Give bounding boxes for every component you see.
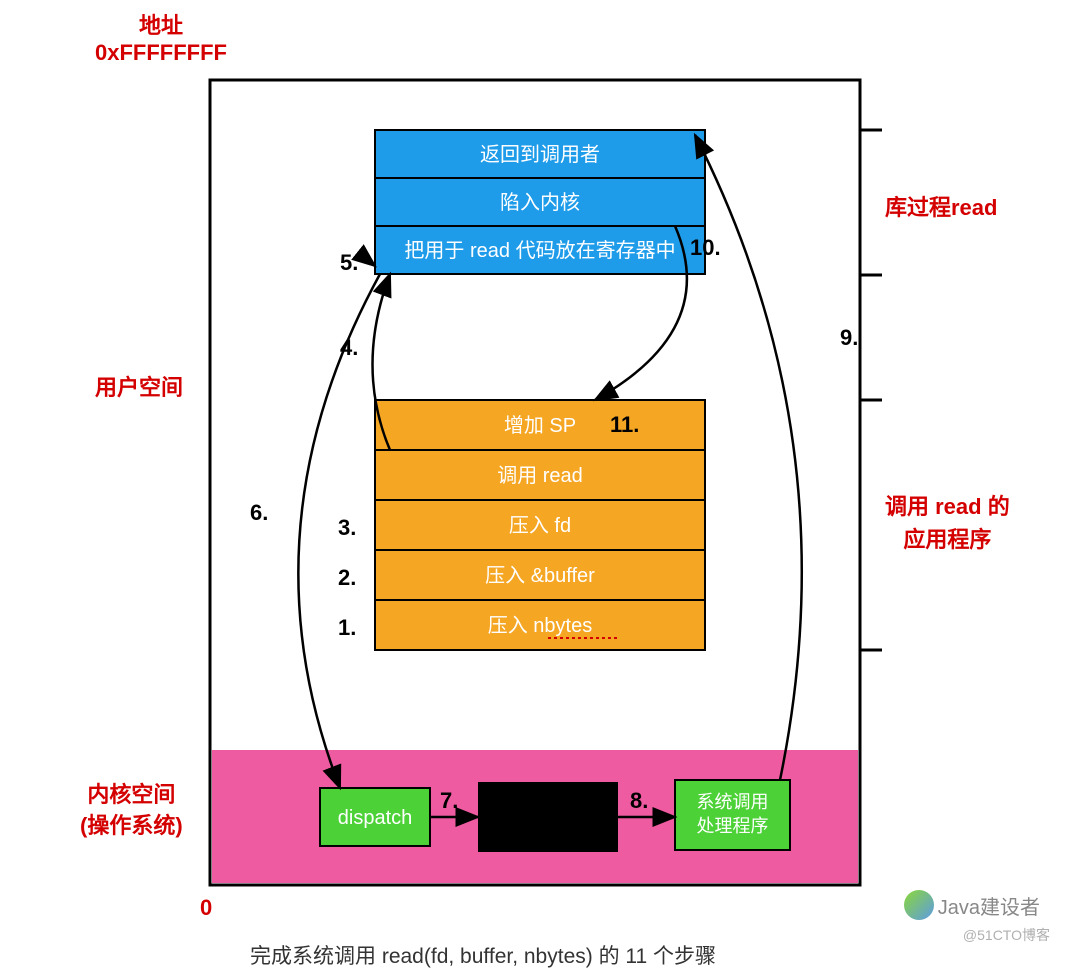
step-11: 11. — [610, 412, 639, 438]
svg-text:压入 fd: 压入 fd — [509, 515, 571, 537]
step-9: 9. — [840, 325, 858, 351]
diagram-stage: 返回到调用者陷入内核把用于 read 代码放在寄存器中增加 SP 调用 read 压… — [0, 0, 1080, 975]
step-5: 5. — [340, 250, 358, 276]
label-user-space: 用户空间 — [95, 370, 183, 402]
svg-text:处理程序: 处理程序 — [697, 816, 769, 836]
caption: 完成系统调用 read(fd, buffer, nbytes) 的 11 个步骤 — [250, 940, 716, 970]
svg-text:增加 SP: 增加 SP — [504, 414, 576, 437]
step-4: 4. — [340, 335, 358, 361]
step-6: 6. — [250, 500, 268, 526]
label-address-top: 地址 0xFFFFFFFF — [95, 8, 227, 66]
wechat-icon — [904, 890, 934, 920]
watermark-logo: Java建设者 — [904, 890, 1040, 920]
label-lib-read: 库过程read — [885, 190, 997, 222]
step-8: 8. — [630, 788, 648, 814]
svg-text:压入 nbytes: 压入 nbytes — [488, 615, 592, 637]
svg-text:压入 &buffer: 压入 &buffer — [485, 565, 595, 587]
svg-text:dispatch: dispatch — [338, 807, 413, 829]
step-7: 7. — [440, 788, 458, 814]
svg-text:调用 read: 调用 read — [497, 464, 583, 487]
step-3: 3. — [338, 515, 356, 541]
svg-text:系统调用: 系统调用 — [697, 792, 769, 812]
svg-text:陷入内核: 陷入内核 — [500, 191, 580, 214]
svg-text:把用于 read 代码放在寄存器中: 把用于 read 代码放在寄存器中 — [404, 239, 675, 262]
step-10: 10. — [690, 235, 721, 261]
label-app-read: 调用 read 的 应用程序 — [885, 490, 1010, 556]
watermark-text: @51CTO博客 — [963, 925, 1050, 945]
step-1: 1. — [338, 615, 356, 641]
label-kernel-space: 内核空间 (操作系统) — [80, 780, 183, 842]
step-2: 2. — [338, 565, 356, 591]
svg-text:返回到调用者: 返回到调用者 — [480, 143, 600, 166]
label-address-zero: 0 — [200, 895, 212, 921]
